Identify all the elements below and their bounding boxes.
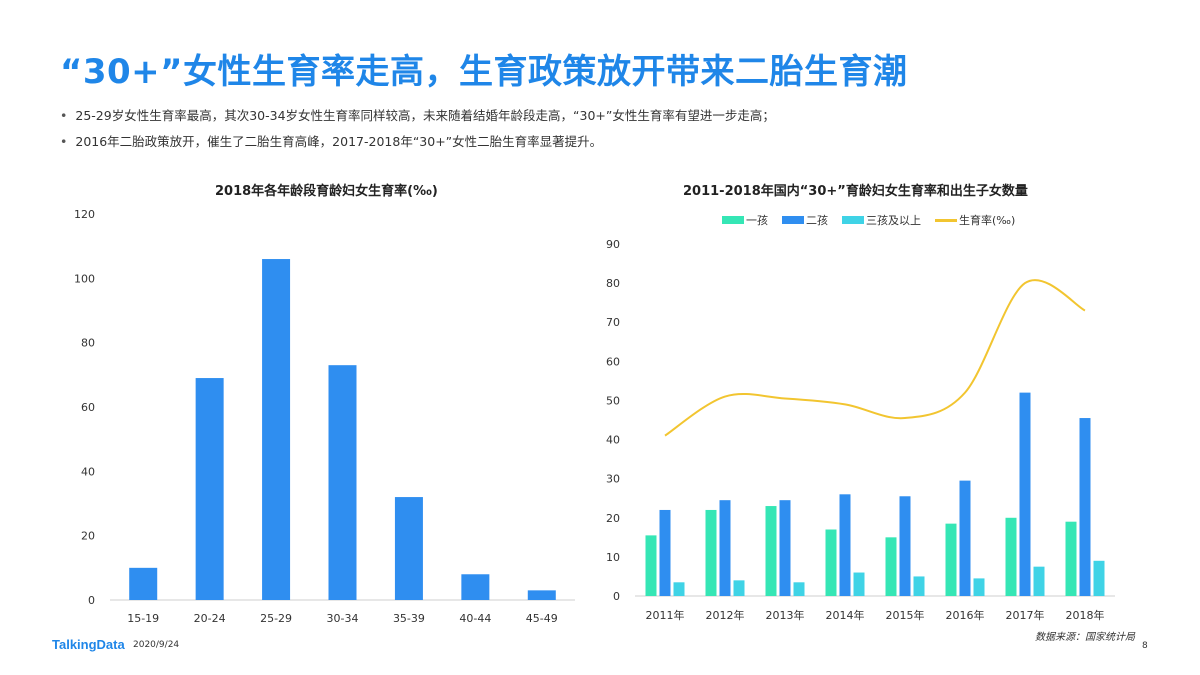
x-tick-label: 2013年 (766, 608, 805, 622)
x-tick-label: 2012年 (706, 608, 745, 622)
y-tick-label: 0 (613, 590, 620, 603)
y-tick-label: 20 (81, 530, 95, 543)
y-tick-label: 100 (74, 272, 95, 285)
footer-date: 2020/9/24 (133, 640, 180, 650)
bar-second-child (719, 500, 731, 596)
x-tick-label: 2018年 (1066, 608, 1105, 622)
bar-third-child (793, 582, 805, 596)
bar-second-child (1079, 418, 1091, 596)
bar-second-child (959, 480, 971, 596)
x-tick-label: 40-44 (459, 612, 491, 625)
bar (527, 590, 556, 600)
legend-item-first-child: 一孩 (722, 212, 768, 228)
legend-item-fertility-rate: 生育率(‰) (935, 212, 1015, 228)
bar-third-child (673, 582, 685, 596)
chart2-title: 2011-2018年国内“30+”育龄妇女生育率和出生子女数量 (683, 184, 1028, 199)
page-title: “30+”女性生育率走高，生育政策放开带来二胎生育潮 (60, 52, 908, 92)
x-tick-label: 2011年 (646, 608, 685, 622)
y-tick-label: 80 (606, 277, 620, 290)
legend-swatch (935, 218, 957, 222)
bullet-list: 25-29岁女性生育率最高，其次30-34岁女性生育率同样较高，未来随着结婚年龄… (60, 103, 775, 155)
y-tick-label: 60 (81, 401, 95, 414)
bar (461, 574, 490, 600)
legend-label: 二孩 (806, 214, 828, 227)
x-tick-label: 2015年 (886, 608, 925, 622)
bar-second-child (839, 494, 851, 596)
y-tick-label: 40 (606, 434, 620, 447)
bar-second-child (899, 496, 911, 596)
bar (195, 378, 224, 600)
bar-first-child (705, 509, 717, 596)
bar-third-child (973, 578, 985, 596)
x-tick-label: 2016年 (946, 608, 985, 622)
legend-swatch (782, 216, 804, 224)
y-tick-label: 30 (606, 473, 620, 486)
y-tick-label: 70 (606, 316, 620, 329)
y-tick-label: 50 (606, 394, 620, 407)
y-tick-label: 10 (606, 551, 620, 564)
bar-first-child (645, 535, 657, 596)
bar (262, 259, 291, 600)
bar-second-child (779, 500, 791, 596)
bullet-item: 25-29岁女性生育率最高，其次30-34岁女性生育率同样较高，未来随着结婚年龄… (60, 103, 774, 129)
y-tick-label: 80 (81, 337, 95, 350)
bar-second-child (659, 509, 671, 596)
bar-first-child (945, 523, 957, 596)
data-source: 数据来源：国家统计局 (1035, 632, 1135, 643)
bar (394, 497, 423, 600)
legend-item-third-child: 三孩及以上 (842, 212, 921, 228)
bar-first-child (885, 537, 897, 596)
bar-third-child (733, 580, 745, 596)
y-tick-label: 0 (88, 594, 95, 607)
bar-third-child (913, 576, 925, 596)
bullet-item: 2016年二胎政策放开，催生了二胎生育高峰，2017-2018年“30+”女性二… (60, 129, 775, 155)
bar-first-child (825, 529, 837, 596)
bar-first-child (1065, 521, 1077, 596)
legend-swatch (722, 216, 744, 224)
bar-third-child (853, 572, 865, 596)
x-tick-label: 45-49 (526, 612, 558, 625)
x-tick-label: 35-39 (393, 612, 425, 625)
x-tick-label: 30-34 (327, 612, 359, 625)
chart1-title: 2018年各年龄段育龄妇女生育率(‰) (215, 184, 438, 199)
x-tick-label: 20-24 (194, 612, 226, 625)
bar (129, 567, 158, 600)
y-tick-label: 20 (606, 512, 620, 525)
x-tick-label: 25-29 (260, 612, 292, 625)
x-tick-label: 2014年 (826, 608, 865, 622)
bar-second-child (1019, 392, 1031, 596)
x-tick-label: 15-19 (127, 612, 159, 625)
legend-label: 一孩 (746, 214, 768, 227)
bar-first-child (765, 506, 777, 596)
legend-swatch (842, 216, 864, 224)
legend-label: 生育率(‰) (959, 214, 1016, 227)
y-tick-label: 40 (81, 465, 95, 478)
brand-logo: TalkingData (52, 637, 125, 652)
fertility-rate-line (664, 279, 1086, 437)
bar-first-child (1005, 517, 1017, 596)
age-fertility-bar-chart: 0 20 40 60 80 100 120 15-19 20-24 25-29 30-34 35-39… (74, 208, 575, 625)
y-tick-label: 90 (606, 238, 620, 251)
page-number: 8 (1142, 641, 1148, 651)
bar-third-child (1093, 560, 1105, 596)
y-tick-label: 60 (606, 355, 620, 368)
x-tick-label: 2017年 (1006, 608, 1045, 622)
legend-item-second-child: 二孩 (782, 212, 828, 228)
chart2-legend: 一孩 二孩 三孩及以上 生育率(‰) (722, 212, 1015, 228)
legend-label: 三孩及以上 (866, 214, 921, 227)
y-tick-label: 120 (74, 208, 95, 221)
bar (328, 365, 357, 600)
bar-third-child (1033, 566, 1045, 596)
